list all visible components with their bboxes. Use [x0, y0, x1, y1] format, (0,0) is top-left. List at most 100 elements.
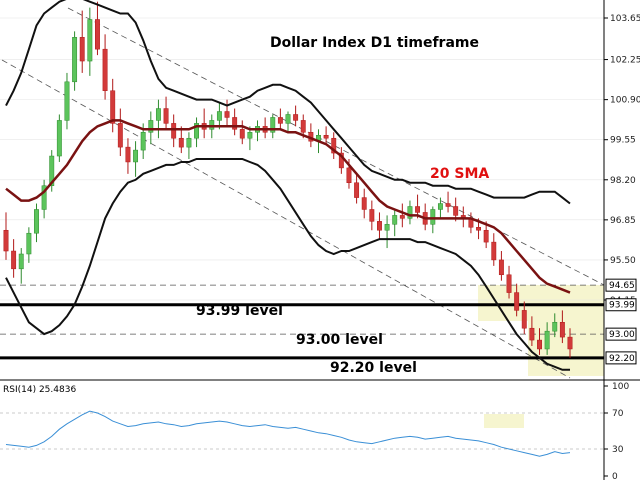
price-tick-label: 103.65 [610, 14, 640, 24]
candle-bear [163, 108, 169, 124]
price-level-box [605, 278, 637, 292]
candle-bear [125, 146, 131, 163]
price-levels [0, 284, 604, 360]
candle-bear [224, 111, 230, 118]
candle-bull [64, 81, 70, 121]
candle-bull [140, 132, 146, 151]
candle-bear [369, 209, 375, 222]
candle-bear [117, 123, 123, 148]
rsi-highlight-zone [484, 414, 524, 428]
candle-bull [155, 108, 161, 121]
price-tick-label: 99.55 [610, 136, 636, 146]
lower-trend-line [1, 59, 571, 379]
candle-bull [18, 253, 24, 270]
candle-bear [331, 137, 337, 154]
candle-bull [148, 120, 154, 133]
rsi-tick-label: 0 [612, 472, 618, 480]
candle-bull [392, 215, 398, 225]
price-tick-label: 100.90 [610, 96, 640, 106]
candle-bull [544, 330, 550, 350]
candle-bear [95, 19, 100, 50]
candle-bear [361, 197, 367, 210]
candle-bull [34, 209, 39, 234]
candle-bull [285, 114, 291, 124]
rsi-tick-label: 70 [612, 409, 624, 419]
candle-bear [567, 336, 573, 350]
price-tick-label: 98.20 [610, 176, 636, 186]
candle-bear [476, 227, 481, 231]
candle-bull [384, 224, 390, 231]
level-label-9220: 92.20 level [330, 360, 417, 376]
candle-bear [346, 167, 352, 183]
candle-bull [437, 203, 443, 210]
candle-bear [178, 137, 184, 148]
candle-bull [270, 117, 276, 133]
candle-bear [483, 229, 489, 243]
candle-bull [209, 120, 215, 130]
candle-bear [514, 292, 520, 311]
candle-bear [537, 339, 542, 350]
price-axis: 103.65 102.25 100.90 99.55 98.20 96.85 95.50 94… [604, 14, 640, 365]
price-level-box-label: 94.65 [609, 281, 635, 291]
candle-bear [338, 152, 344, 169]
candle-bear [506, 274, 512, 293]
sma-label: 20 SMA [430, 166, 489, 182]
candle-bull [133, 149, 139, 163]
chart-title: Dollar Index D1 timeframe [270, 35, 479, 51]
rsi-label: RSI(14) 25.4836 [3, 385, 76, 395]
candle-bear [171, 123, 177, 139]
candle-bear [559, 322, 565, 338]
candle-bear [529, 327, 535, 341]
candle-bear [491, 241, 497, 261]
price-level-box-label: 93.99 [609, 301, 635, 311]
price-level-box [605, 327, 637, 341]
price-tick-label: 95.50 [610, 256, 636, 266]
price-level-box [605, 298, 637, 312]
candle-bull [56, 120, 62, 157]
candle-bear [3, 229, 9, 252]
candle-bear [399, 215, 405, 219]
candle-bull [49, 155, 55, 186]
candle-bull [72, 37, 78, 83]
candle-bull [247, 132, 253, 139]
candle-bull [87, 19, 93, 62]
candle-bear [521, 310, 527, 329]
candle-bear [232, 117, 238, 130]
candle-bear [293, 114, 299, 121]
price-level-box-label: 93.00 [609, 330, 635, 340]
candle-bull [552, 322, 558, 332]
candle-bear [11, 250, 17, 270]
rsi-tick-label: 30 [612, 445, 624, 455]
candle-bull [26, 232, 32, 255]
price-level-box-label: 92.20 [609, 354, 635, 364]
price-level-box [605, 351, 637, 365]
price-tick-label: 96.85 [610, 216, 636, 226]
rsi-tick-label: 100 [612, 382, 629, 392]
candle-bull [430, 209, 436, 225]
candle-bear [498, 259, 504, 276]
candle-bear [277, 117, 283, 124]
sma20-line [5, 119, 571, 294]
candle-bear [239, 129, 245, 139]
level-label-9399: 93.99 level [196, 303, 283, 319]
candle-bull [186, 137, 192, 148]
candle-bear [79, 37, 85, 62]
level-label-9300: 93.00 level [296, 332, 383, 348]
candle-bear [300, 120, 306, 133]
candle-bear [445, 203, 451, 207]
price-tick-label: 102.25 [610, 56, 640, 66]
highlight-zone-upper [478, 285, 604, 321]
rsi-line [5, 410, 571, 457]
candle-bear [110, 90, 116, 124]
candle-bear [453, 206, 459, 216]
candle-bull [41, 185, 47, 210]
bollinger-lower-band [5, 158, 570, 371]
bollinger-bands [5, 0, 571, 371]
candle-bear [102, 48, 108, 91]
candle-bull [216, 111, 222, 121]
rsi-panel: 100 70 30 0 [0, 382, 629, 480]
candle-bull [407, 206, 413, 219]
candle-bear [323, 135, 329, 139]
